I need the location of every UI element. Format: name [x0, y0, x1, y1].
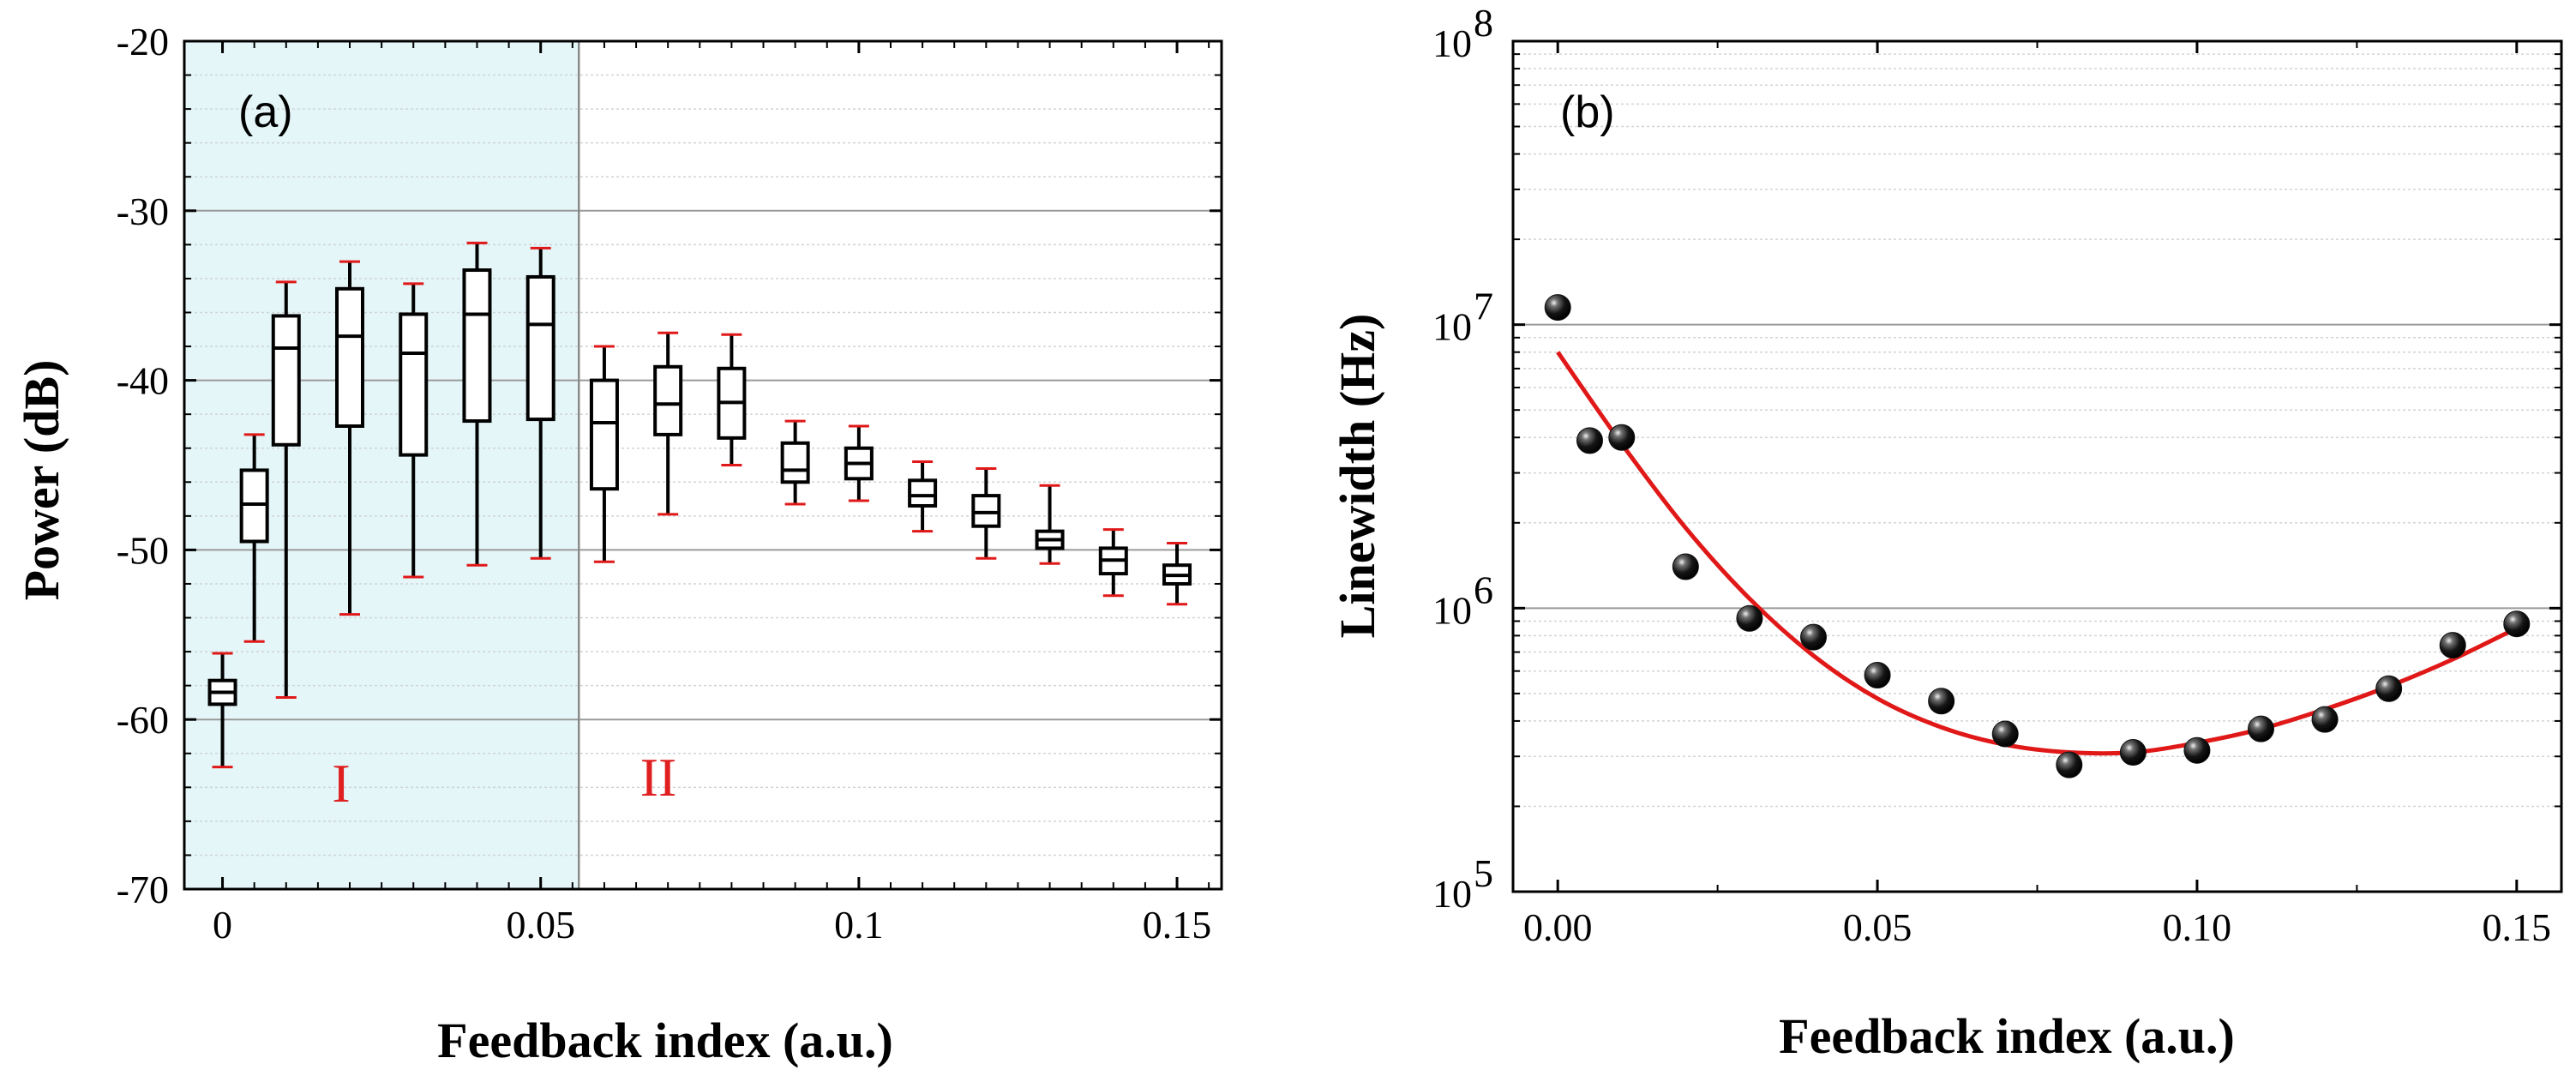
data-point — [1576, 427, 1603, 454]
y-tick-exponent: 6 — [1474, 568, 1493, 611]
data-point — [2248, 715, 2275, 742]
fit-curve — [1556, 351, 2518, 756]
panel-b-y-axis-title: Linewidth (Hz) — [1330, 314, 1385, 639]
x-tick-label: 0.00 — [1523, 905, 1593, 949]
iqr-box — [908, 478, 938, 508]
y-tick-label: -30 — [117, 189, 169, 233]
data-point — [1991, 720, 2019, 748]
region-i-shading — [184, 41, 579, 889]
box-plot-item — [1162, 541, 1192, 606]
box-plot-item — [207, 652, 237, 769]
iqr-box — [525, 274, 555, 422]
data-point — [1544, 294, 1571, 322]
iqr-box — [462, 268, 492, 424]
iqr-box — [335, 286, 365, 429]
iqr-box — [271, 314, 301, 447]
iqr-box — [589, 378, 619, 491]
y-tick-label: -40 — [117, 359, 169, 403]
y-tick-label: 10 — [1432, 21, 1472, 65]
box-plot-item — [589, 345, 619, 563]
y-tick-exponent: 5 — [1474, 851, 1493, 895]
data-point — [1672, 553, 1699, 580]
iqr-box — [780, 441, 810, 484]
panel-a-frame — [183, 39, 1223, 891]
box-plot-item — [335, 260, 365, 616]
data-point — [2439, 632, 2466, 659]
iqr-box — [399, 312, 429, 457]
panel-b-frame — [1511, 39, 2563, 893]
x-tick-label: 0.10 — [2163, 905, 2232, 949]
iqr-box — [653, 364, 683, 436]
box-plot-item — [1035, 484, 1065, 565]
data-point — [2375, 675, 2403, 702]
box-plot-item — [717, 333, 747, 466]
data-point — [2183, 736, 2211, 764]
y-tick-exponent: 8 — [1474, 1, 1493, 45]
panel-a-label: (a) — [238, 87, 293, 137]
data-point — [1864, 662, 1891, 689]
box-plot-item — [271, 280, 301, 699]
x-tick-label: 0.05 — [1843, 905, 1912, 949]
box-plot-item — [462, 241, 492, 567]
region-ii-label: II — [640, 747, 677, 808]
panel-a-y-axis-title: Power (dB) — [14, 360, 69, 601]
data-point — [1928, 688, 1955, 715]
box-plot-item — [653, 331, 683, 516]
y-tick-label: 10 — [1432, 305, 1472, 349]
y-tick-label: -50 — [117, 528, 169, 572]
y-tick-label: -60 — [117, 698, 169, 742]
box-plot-item — [239, 433, 269, 643]
x-tick-label: 0.1 — [834, 903, 884, 947]
y-tick-label: 10 — [1432, 872, 1472, 916]
data-point — [2311, 706, 2339, 733]
box-plot-item — [971, 466, 1001, 560]
panel-a-box-plot: -20-30-40-50-60-700 0.05 0.1 0.15 (a) I II … — [14, 20, 1223, 1068]
data-point — [2119, 739, 2147, 766]
box-plot-item — [844, 424, 874, 502]
box-plot-item — [908, 460, 938, 533]
y-tick-label: -70 — [117, 868, 169, 911]
data-point — [2503, 610, 2531, 638]
y-tick-exponent: 7 — [1474, 285, 1493, 328]
box-plot-item — [1098, 528, 1128, 598]
box-plot-item — [525, 246, 555, 560]
data-point — [1736, 604, 1763, 632]
panel-a-x-axis-title: Feedback index (a.u.) — [437, 1013, 893, 1068]
x-tick-label: 0.15 — [2483, 905, 2552, 949]
x-tick-label: 0 — [213, 903, 232, 947]
region-i-label: I — [332, 753, 350, 814]
panel-b-x-axis-title: Feedback index (a.u.) — [1779, 1008, 2235, 1064]
x-tick-label: 0.05 — [506, 903, 575, 947]
panel-b-label: (b) — [1560, 87, 1615, 137]
y-tick-label: -20 — [117, 20, 169, 63]
box-plot-item — [780, 419, 810, 506]
y-tick-label: 10 — [1432, 588, 1472, 632]
data-point — [2056, 751, 2083, 778]
data-point — [1608, 424, 1636, 451]
data-point — [1799, 623, 1827, 651]
x-tick-label: 0.15 — [1143, 903, 1212, 947]
box-plot-item — [399, 282, 429, 579]
